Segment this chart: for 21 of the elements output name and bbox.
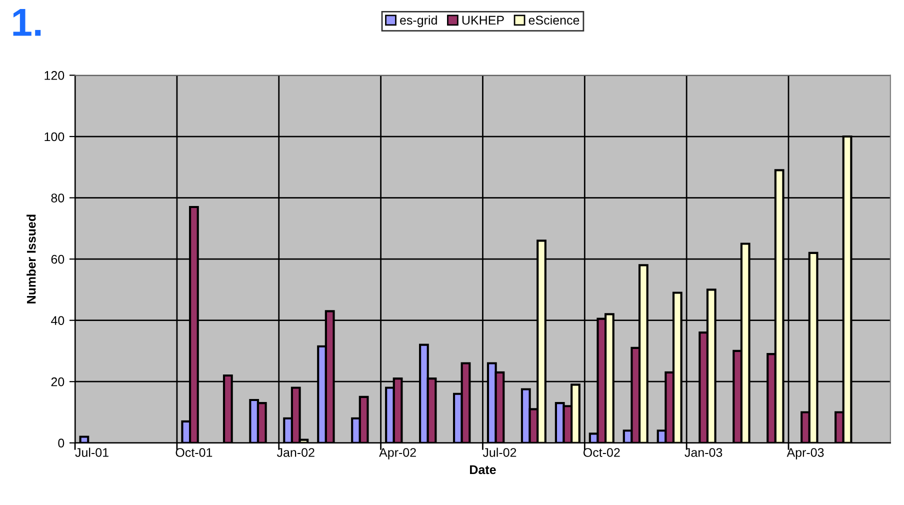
y-tick-label: 40 bbox=[51, 316, 64, 325]
x-tick-label: Jan-03 bbox=[684, 448, 722, 457]
y-tick-label: 120 bbox=[44, 71, 64, 80]
x-tick-label: Oct-02 bbox=[583, 448, 620, 457]
x-tick-label: Apr-03 bbox=[786, 448, 824, 460]
legend-label: UKHEP bbox=[462, 16, 504, 25]
y-tick-label: 0 bbox=[58, 438, 64, 448]
y-tick-label: 80 bbox=[51, 194, 64, 202]
y-axis-title: Number Issued bbox=[26, 214, 36, 304]
y-tick-label: 100 bbox=[44, 132, 64, 142]
x-tick-label: Apr-02 bbox=[379, 448, 416, 460]
chart-title: 1. bbox=[13, 9, 41, 36]
x-axis-title: Date bbox=[470, 465, 496, 474]
x-tick-label: Jan-02 bbox=[276, 448, 314, 457]
y-tick-label: 20 bbox=[51, 377, 64, 386]
y-tick-label: 60 bbox=[51, 254, 64, 264]
x-tick-label: Oct-01 bbox=[176, 448, 212, 457]
x-tick-label: Jul-02 bbox=[482, 448, 516, 457]
legend-label: eScience bbox=[528, 15, 580, 25]
x-tick-label: Jul-01 bbox=[75, 448, 108, 457]
legend-label: es-grid bbox=[400, 15, 437, 28]
